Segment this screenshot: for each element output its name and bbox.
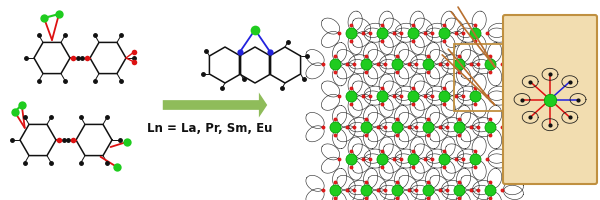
Text: Ln = La, Pr, Sm, Eu: Ln = La, Pr, Sm, Eu: [148, 121, 272, 134]
FancyBboxPatch shape: [503, 15, 597, 184]
